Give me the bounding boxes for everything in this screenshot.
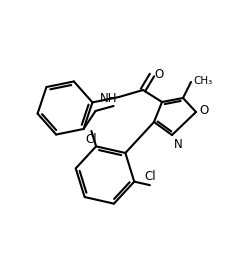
- Text: CH₃: CH₃: [193, 76, 212, 86]
- Text: NH: NH: [99, 91, 117, 105]
- Text: O: O: [199, 105, 208, 117]
- Text: O: O: [154, 68, 163, 80]
- Text: Cl: Cl: [86, 133, 97, 146]
- Text: Cl: Cl: [144, 170, 156, 183]
- Text: N: N: [174, 138, 183, 151]
